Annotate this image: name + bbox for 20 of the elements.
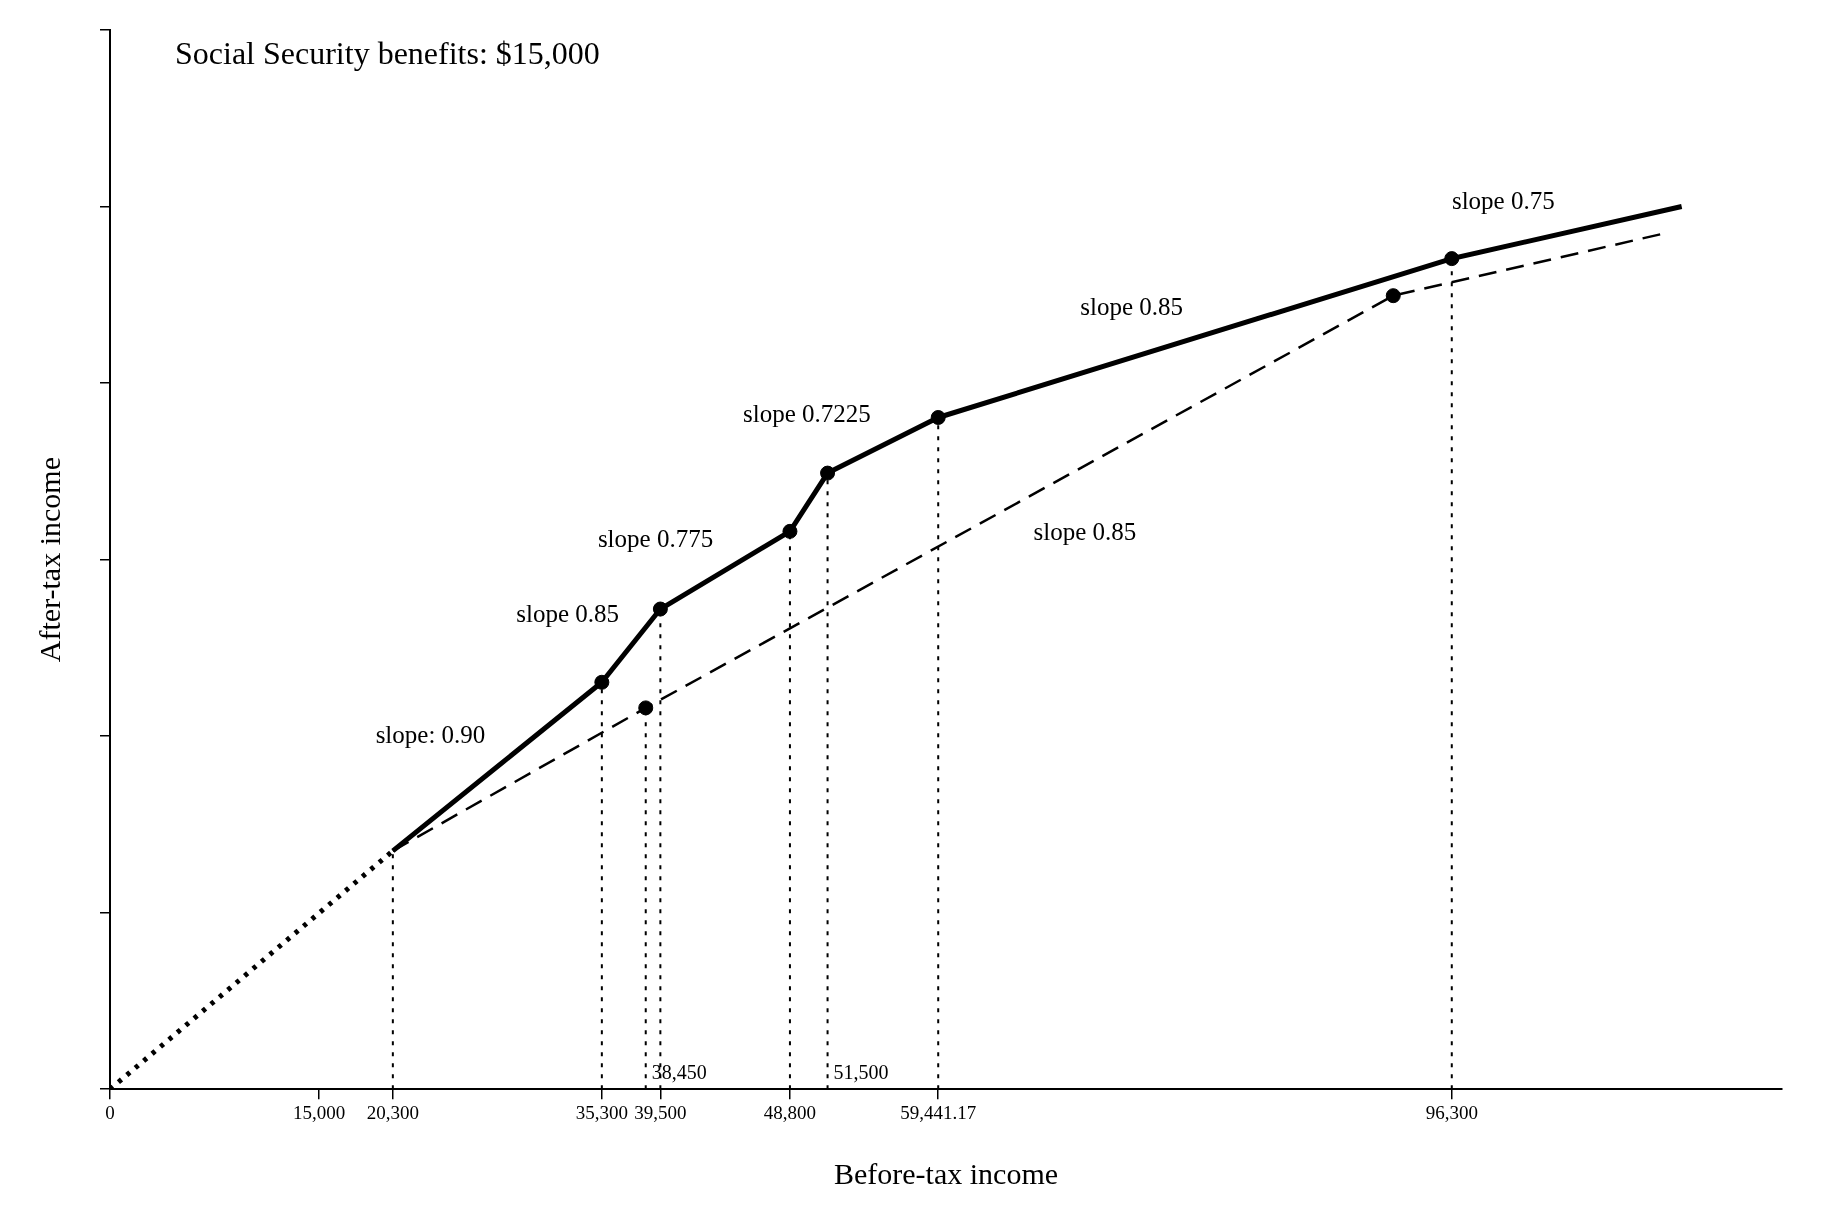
annotation: slope 0.85 (1080, 292, 1183, 320)
ref-line-label: 38,450 (651, 1061, 707, 1084)
annotation: slope 0.85 (1033, 518, 1137, 546)
ref-line-label: 51,500 (833, 1061, 889, 1084)
annotation: slope 0.85 (516, 600, 620, 628)
y-axis-title: After-tax income (32, 457, 66, 663)
x-tick-label: 48,800 (763, 1101, 817, 1123)
x-axis-title: Before-tax income (833, 1156, 1059, 1190)
x-tick-label: 0 (105, 1101, 115, 1123)
x-tick-label: 96,300 (1425, 1101, 1478, 1123)
x-tick-label: 20,300 (366, 1101, 419, 1123)
annotation: slope: 0.90 (375, 721, 486, 749)
annotation: slope 0.7225 (743, 399, 871, 427)
x-tick-label: 35,300 (575, 1101, 628, 1123)
x-tick-label: 15,000 (292, 1101, 346, 1123)
annotation: slope 0.775 (597, 524, 714, 552)
annotation: slope 0.75 (1451, 187, 1555, 215)
x-tick-label: 39,500 (634, 1101, 687, 1123)
chart-title: Social Security benefits: $15,000 (175, 35, 600, 72)
x-tick-label: 59,441.17 (900, 1101, 977, 1123)
